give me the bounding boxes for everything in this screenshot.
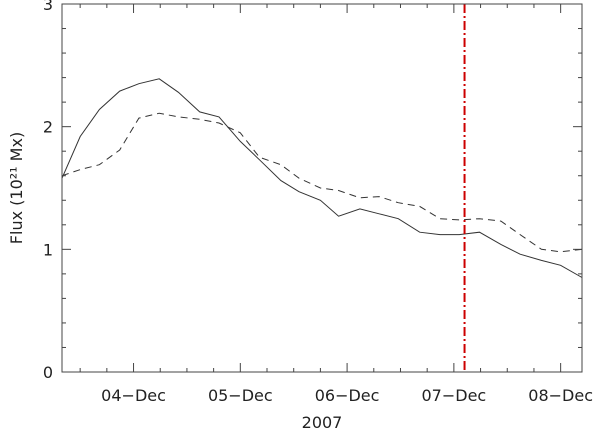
series-line-solid xyxy=(61,78,583,278)
series-layer xyxy=(61,78,583,278)
y-tick-label: 0 xyxy=(43,363,53,382)
x-axis-title: 2007 xyxy=(302,413,343,432)
y-tick-label: 3 xyxy=(43,0,53,14)
plot-frame xyxy=(61,3,583,373)
x-tick-label: 04−Dec xyxy=(101,386,166,405)
x-tick-label: 05−Dec xyxy=(208,386,273,405)
series-line-dashed xyxy=(61,112,583,253)
y-tick-label: 2 xyxy=(43,118,53,137)
x-tick-label: 06−Dec xyxy=(315,386,380,405)
tick-layer: 0 1 2 3 04−Dec 05−Dec 06−Dec 07−Dec 08−Dec xyxy=(43,0,593,405)
y-tick-label: 1 xyxy=(43,240,53,259)
y-axis-title: Flux (10²¹ Mx) xyxy=(7,132,26,244)
x-tick-label: 07−Dec xyxy=(422,386,487,405)
x-tick-label: 08−Dec xyxy=(528,386,593,405)
